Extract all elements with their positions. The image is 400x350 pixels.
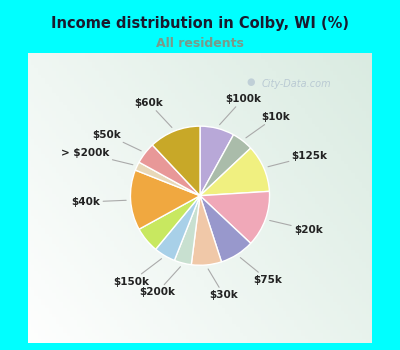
Text: $125k: $125k	[268, 151, 328, 167]
Wedge shape	[156, 196, 200, 260]
Wedge shape	[200, 135, 251, 196]
Wedge shape	[200, 148, 270, 196]
Wedge shape	[135, 162, 200, 196]
Wedge shape	[200, 196, 251, 262]
Text: Income distribution in Colby, WI (%): Income distribution in Colby, WI (%)	[51, 16, 349, 31]
Wedge shape	[200, 126, 234, 196]
Text: $10k: $10k	[246, 112, 290, 138]
Text: $30k: $30k	[208, 269, 238, 300]
Text: ●: ●	[246, 77, 255, 87]
Text: $50k: $50k	[92, 130, 141, 151]
Wedge shape	[174, 196, 200, 265]
Text: $150k: $150k	[113, 259, 162, 287]
Text: All residents: All residents	[156, 37, 244, 50]
Text: $40k: $40k	[72, 197, 126, 207]
Wedge shape	[139, 196, 200, 249]
Wedge shape	[152, 126, 200, 196]
Text: > $200k: > $200k	[61, 148, 133, 165]
Text: $100k: $100k	[220, 94, 261, 125]
Text: City-Data.com: City-Data.com	[262, 79, 332, 89]
Wedge shape	[200, 191, 270, 243]
Text: $20k: $20k	[270, 220, 323, 234]
Text: $75k: $75k	[240, 258, 282, 285]
Text: $200k: $200k	[139, 267, 180, 298]
Wedge shape	[139, 145, 200, 196]
Wedge shape	[191, 196, 222, 265]
Wedge shape	[130, 170, 200, 229]
Text: $60k: $60k	[134, 98, 172, 127]
